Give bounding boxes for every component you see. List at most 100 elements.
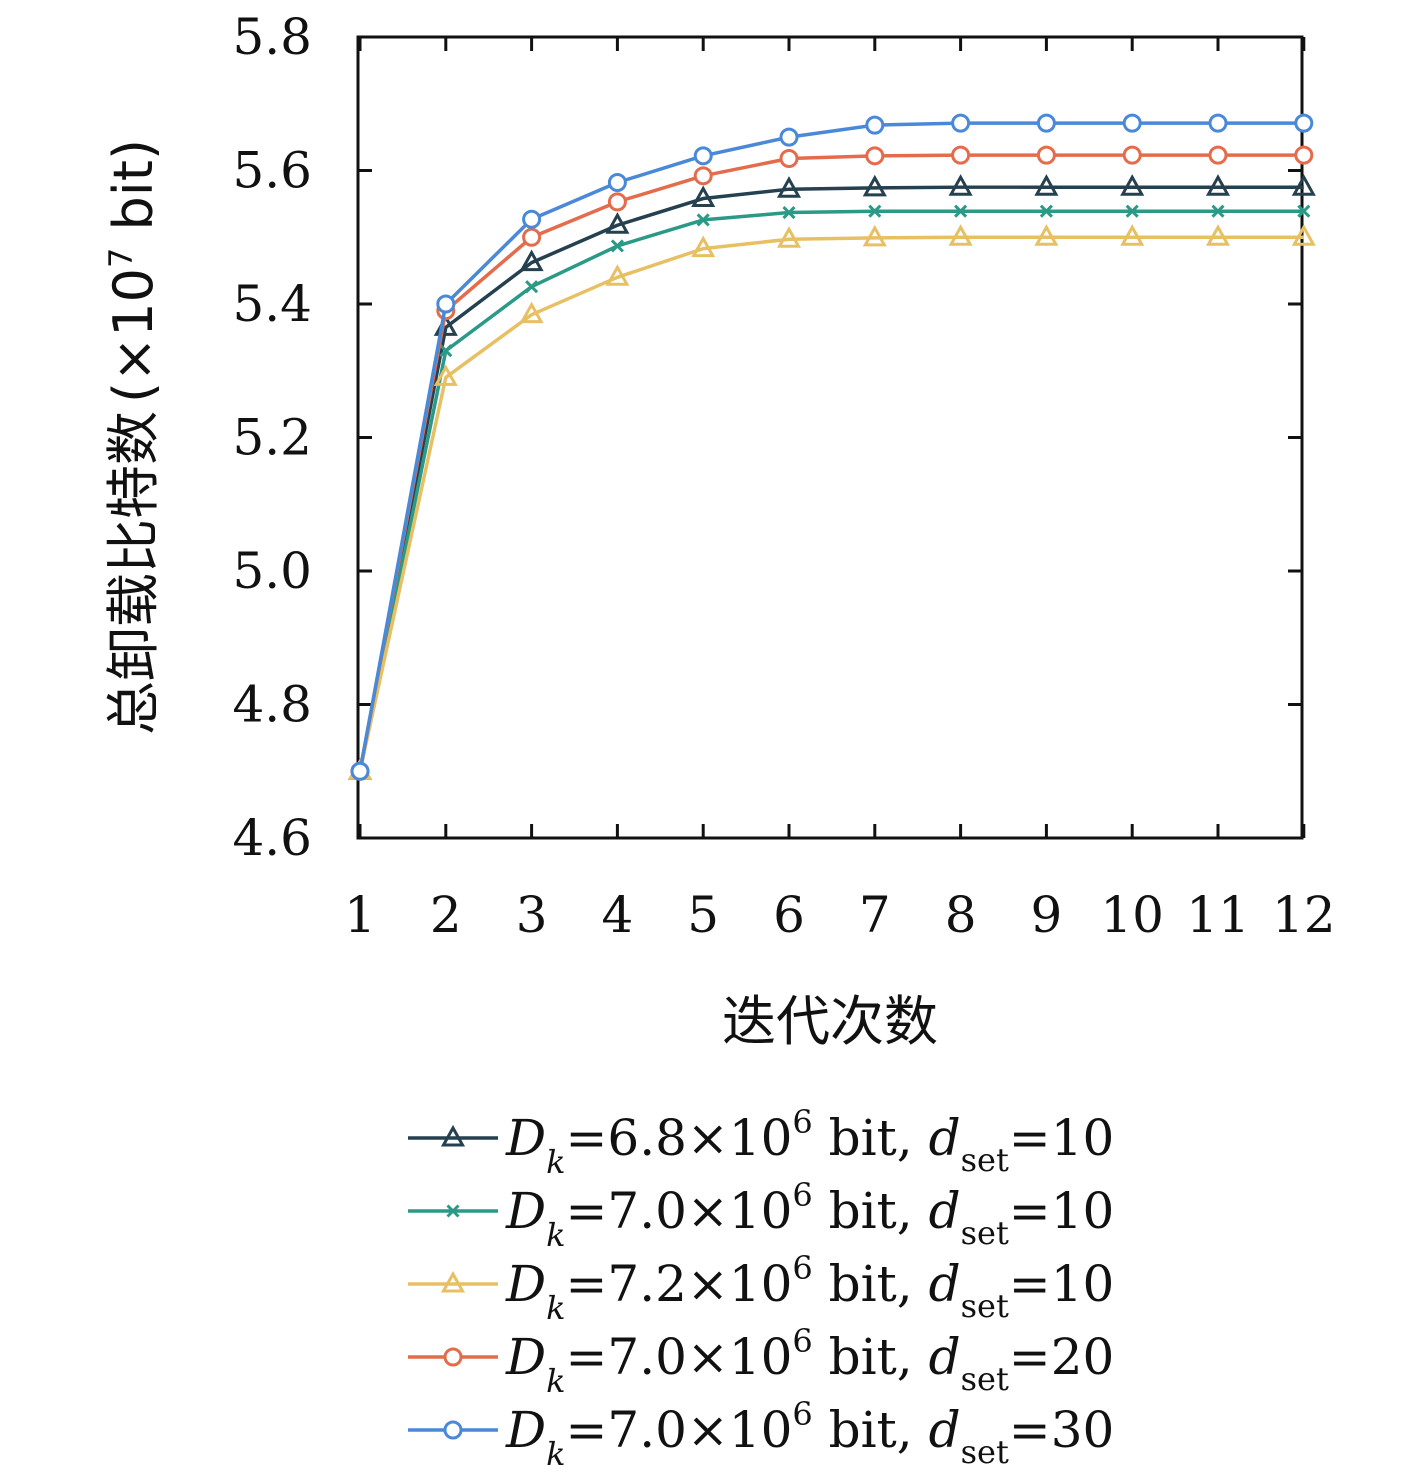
legend-part-set: set <box>961 1287 1009 1325</box>
y-axis-title-unit-close: bit) <box>102 139 165 248</box>
data-point <box>1036 113 1056 133</box>
data-point <box>1291 174 1316 196</box>
legend-swatch-marker <box>440 1270 466 1293</box>
data-point <box>607 173 627 193</box>
data-point <box>1208 145 1228 165</box>
data-point <box>951 145 971 165</box>
x-tick-label: 7 <box>859 886 891 944</box>
legend-swatch-marker <box>446 1204 460 1218</box>
legend-part-D: D <box>505 1255 546 1313</box>
y-tick-label: 5.0 <box>232 542 312 600</box>
legend-part-unit: bit, <box>813 1401 929 1459</box>
legend-part-k: k <box>546 1362 565 1400</box>
legend-part-k: k <box>546 1435 565 1473</box>
legend-part-eq2: =10 <box>1009 1182 1115 1240</box>
x-tick-label: 11 <box>1186 886 1250 944</box>
data-point <box>1120 174 1145 196</box>
data-point <box>1122 145 1142 165</box>
legend-part-unit: bit, <box>813 1109 929 1167</box>
legend-part-set: set <box>961 1433 1009 1471</box>
data-point <box>1205 174 1231 196</box>
legend-label: Dk=7.0×106 bit, dset=10 <box>505 1176 1114 1254</box>
legend-part-unit: bit, <box>813 1328 929 1386</box>
legend-part-eq2: =20 <box>1009 1328 1115 1386</box>
legend-part-unit: bit, <box>813 1255 929 1313</box>
data-point <box>439 344 453 358</box>
data-point <box>865 146 885 166</box>
data-point <box>1205 224 1231 246</box>
legend-label: Dk=7.0×106 bit, dset=20 <box>505 1322 1114 1400</box>
data-point <box>607 192 627 212</box>
data-point <box>948 174 973 196</box>
x-tick-label: 3 <box>516 886 548 944</box>
data-point <box>1297 204 1311 218</box>
x-tick-label: 4 <box>601 886 633 944</box>
data-point <box>696 213 710 227</box>
legend-part-D: D <box>505 1109 546 1167</box>
y-tick-label: 4.8 <box>232 676 312 734</box>
legend-part-eq2: =30 <box>1009 1401 1115 1459</box>
legend-label: Dk=7.2×106 bit, dset=10 <box>505 1249 1114 1327</box>
series-3 <box>347 224 1316 780</box>
data-point <box>522 227 542 247</box>
data-point <box>862 174 887 197</box>
legend-part-exp: 6 <box>792 1322 812 1360</box>
data-point <box>865 115 885 135</box>
legend-swatch-marker <box>443 1420 463 1440</box>
data-point <box>350 761 370 781</box>
series-2 <box>353 204 1311 778</box>
series-4 <box>350 145 1314 781</box>
y-axis-title-unit-exp: 7 <box>102 248 140 268</box>
data-point <box>1294 113 1314 133</box>
data-point <box>1034 224 1059 246</box>
legend-label: Dk=7.0×106 bit, dset=30 <box>505 1395 1114 1473</box>
data-point <box>776 176 802 198</box>
legend-item: Dk=7.2×106 bit, dset=10 <box>408 1249 1114 1327</box>
legend-part-d: d <box>929 1401 961 1459</box>
data-point <box>1120 224 1145 246</box>
legend-part-set: set <box>961 1360 1009 1398</box>
series-line <box>358 209 1304 772</box>
legend-item: Dk=7.0×106 bit, dset=30 <box>408 1395 1114 1473</box>
x-tick-label: 2 <box>430 886 462 944</box>
x-tick-label: 5 <box>687 886 719 944</box>
data-point <box>868 204 882 218</box>
data-point <box>1122 113 1142 133</box>
data-point <box>605 264 630 286</box>
legend-part-exp: 6 <box>792 1395 812 1433</box>
legend-part-set: set <box>961 1141 1009 1179</box>
data-point <box>519 249 544 272</box>
data-point <box>1036 145 1056 165</box>
x-tick-label: 10 <box>1100 886 1164 944</box>
legend-part-set: set <box>961 1214 1009 1252</box>
legend-part-k: k <box>546 1289 565 1327</box>
data-point <box>1125 204 1139 218</box>
data-point <box>436 294 456 314</box>
y-axis-title-main: 总卸载比特数 <box>102 411 165 735</box>
legend-part-d: d <box>929 1109 961 1167</box>
legend-part-d: d <box>929 1182 961 1240</box>
series-line <box>358 121 1304 772</box>
data-point <box>1034 174 1059 196</box>
legend-part-exp: 6 <box>792 1176 812 1214</box>
legend-part-eq1: =7.0×10 <box>565 1401 792 1459</box>
x-axis-ticks: 1 2 3 4 5 6 7 8 9 10 11 12 <box>344 37 1336 944</box>
y-tick-label: 4.6 <box>232 809 312 867</box>
legend-label: Dk=6.8×106 bit, dset=10 <box>505 1103 1114 1181</box>
data-point <box>525 280 539 294</box>
legend-part-D: D <box>505 1328 546 1386</box>
data-point <box>693 146 713 166</box>
legend-part-exp: 6 <box>792 1249 812 1287</box>
series-line <box>358 185 1304 772</box>
y-tick-label: 5.6 <box>232 142 312 200</box>
legend-part-D: D <box>505 1182 546 1240</box>
legend-part-eq2: =10 <box>1009 1109 1115 1167</box>
data-point <box>691 235 716 258</box>
legend-swatch-marker <box>440 1124 466 1147</box>
data-point <box>1039 204 1053 218</box>
series-line <box>358 235 1304 772</box>
data-point <box>1211 204 1225 218</box>
data-point <box>1294 145 1314 165</box>
